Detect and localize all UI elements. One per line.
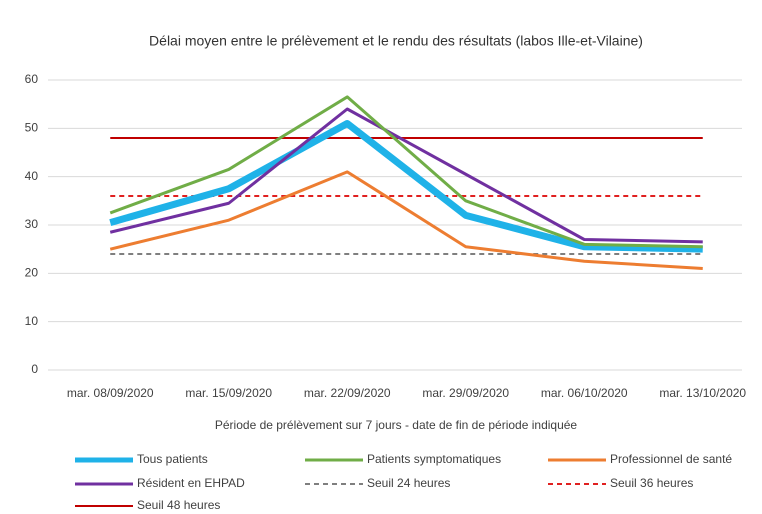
x-tick-label: mar. 29/09/2020 [422,386,509,400]
y-tick-label: 60 [25,72,39,86]
y-tick-label: 0 [31,362,38,376]
x-tick-label: mar. 22/09/2020 [304,386,391,400]
series-line [109,107,703,244]
y-tick-label: 10 [25,314,39,328]
series-line [109,120,703,253]
x-tick-label: mar. 15/09/2020 [185,386,272,400]
series-line [109,170,703,270]
x-axis-title: Période de prélèvement sur 7 jours - dat… [215,418,578,432]
y-tick-label: 30 [25,217,39,231]
series-line [109,95,703,249]
legend-label: Seuil 48 heures [137,498,220,512]
y-tick-label: 50 [25,121,39,135]
x-tick-label: mar. 08/09/2020 [67,386,154,400]
legend-label: Seuil 24 heures [367,476,450,490]
y-tick-label: 20 [25,266,39,280]
legend-label: Professionnel de santé [610,452,732,466]
legend-label: Patients symptomatiques [367,452,501,466]
chart-title: Délai moyen entre le prélèvement et le r… [149,33,643,49]
x-tick-label: mar. 06/10/2020 [541,386,628,400]
y-tick-label: 40 [25,169,39,183]
legend-label: Tous patients [137,452,208,466]
x-tick-label: mar. 13/10/2020 [659,386,746,400]
legend-label: Résident en EHPAD [137,476,245,490]
legend-label: Seuil 36 heures [610,476,693,490]
